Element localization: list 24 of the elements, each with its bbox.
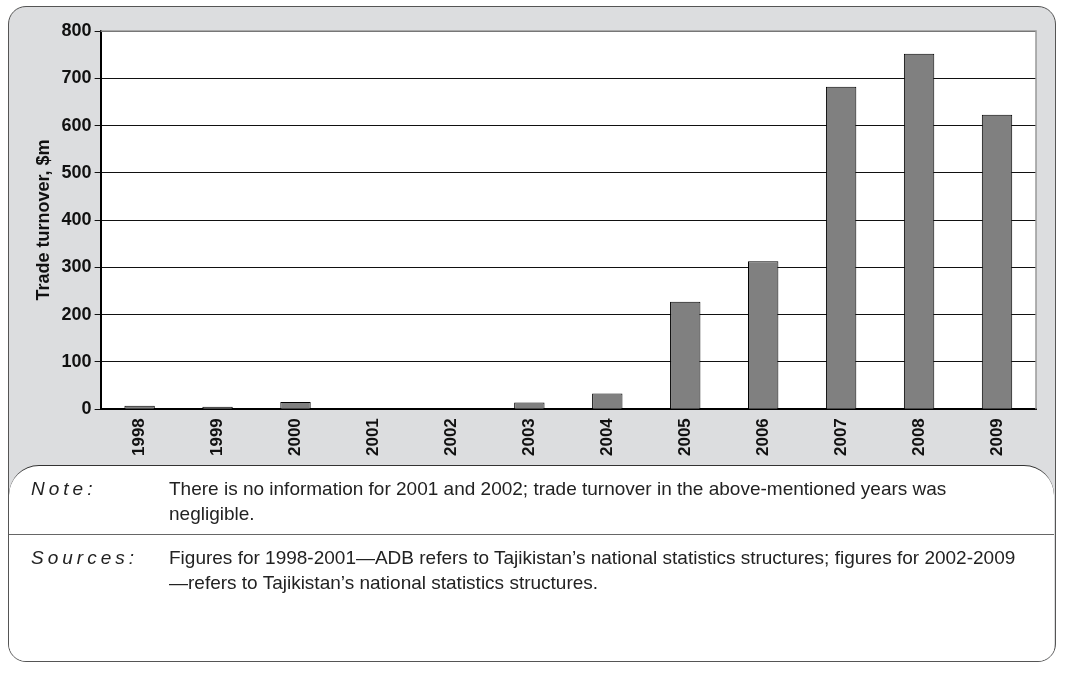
y-tick-label: 300 [61,256,92,277]
y-axis-title: Trade turnover, $m [32,139,53,301]
x-tick-label: 2004 [596,417,616,457]
y-tick-label: 800 [61,19,92,40]
x-tick-label: 2009 [986,418,1006,457]
x-tick-label: 2008 [908,418,928,457]
y-tick-label: 0 [81,398,92,419]
x-tick-label: 1999 [207,418,227,457]
y-tick-label: 400 [61,209,92,230]
y-tick-label: 600 [61,114,92,135]
x-tick-label: 2006 [752,418,772,457]
text: Note: There is no information for 2001 and 2002; trade turnover in the above-mentioned years was negligible. [31,478,947,524]
x-tick-label: 2005 [674,418,694,457]
x-tick-label: 2003 [519,418,539,457]
y-tick-label: 500 [61,161,92,182]
y-tick-label: 700 [61,67,92,88]
y-tick-label: 200 [61,303,92,324]
x-tick-label: 2000 [285,418,305,457]
x-tick-label: 2002 [441,418,461,457]
x-tick-label: 2007 [830,418,850,457]
y-tick-label: 100 [61,350,92,371]
x-tick-label: 1998 [129,418,149,457]
text: Sources: Figures for 1998-2001—ADB refers to Tajikistan’s national statistics structures; figures for 2002-2009—refers to Tajikistan’s national statistics structures. [31,547,1016,593]
x-tick-label: 2001 [363,418,383,457]
